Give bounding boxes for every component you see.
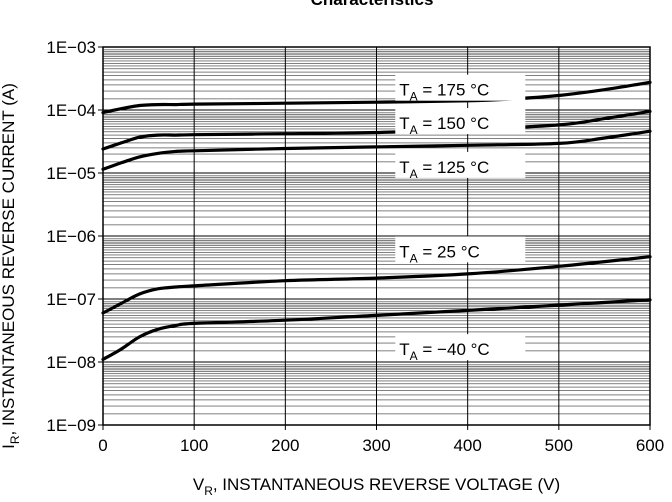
series-label-background xyxy=(395,108,526,135)
y-axis-ticks: 1E−03 1E−04 1E−05 1E−06 1E−07 1E−08 1E−09 xyxy=(46,38,103,435)
y-tick-label: 1E−09 xyxy=(46,416,96,435)
x-axis-ticks: 0 100 200 300 400 500 600 xyxy=(98,425,664,455)
x-tick-label: 0 xyxy=(98,436,107,455)
y-axis-title-main: I xyxy=(0,444,18,449)
y-axis-title-rest: , INSTANTANEOUS REVERSE CURRENT (A) xyxy=(0,83,18,435)
y-tick-label: 1E−03 xyxy=(46,38,96,57)
x-axis-title-rest: , INSTANTANEOUS REVERSE VOLTAGE (V) xyxy=(213,475,560,494)
series-lines xyxy=(101,80,652,361)
series-label: TA = 175 °C xyxy=(399,81,489,104)
y-tick-label: 1E−08 xyxy=(46,353,96,372)
y-axis-title-sub: R xyxy=(8,435,22,444)
series-line xyxy=(101,80,652,115)
series-label: TA = 150 °C xyxy=(399,114,489,137)
x-tick-label: 500 xyxy=(545,436,573,455)
series-labels: TA = 175 °C TA = 150 °C TA = 125 °C TA = 25… xyxy=(395,74,526,363)
series-label: TA = 25 °C xyxy=(399,242,480,265)
chart-title: Characteristics xyxy=(311,0,434,9)
series-line xyxy=(101,109,652,151)
series-line xyxy=(101,129,652,171)
series-line xyxy=(101,255,652,315)
x-tick-label: 100 xyxy=(180,436,208,455)
x-tick-label: 400 xyxy=(453,436,481,455)
x-tick-label: 600 xyxy=(636,436,664,455)
major-gridlines xyxy=(103,46,650,426)
x-axis-title-sub: R xyxy=(204,484,213,498)
x-axis-title-main: V xyxy=(193,475,205,494)
y-tick-label: 1E−05 xyxy=(46,164,96,183)
y-tick-label: 1E−06 xyxy=(46,227,96,246)
y-tick-label: 1E−04 xyxy=(46,101,96,120)
y-tick-label: 1E−07 xyxy=(46,290,96,309)
series-label: TA = 125 °C xyxy=(399,158,489,181)
x-tick-label: 200 xyxy=(271,436,299,455)
x-tick-label: 300 xyxy=(362,436,390,455)
series-label-background xyxy=(395,334,526,361)
series-label-background xyxy=(395,236,526,263)
series-label: TA = −40 °C xyxy=(399,340,489,363)
x-axis-title: VR, INSTANTANEOUS REVERSE VOLTAGE (V) xyxy=(193,475,560,498)
series-label-background xyxy=(395,151,526,178)
series-line xyxy=(101,298,652,361)
series-label-background xyxy=(395,74,526,101)
y-axis-title: IR, INSTANTANEOUS REVERSE CURRENT (A) xyxy=(0,83,22,449)
